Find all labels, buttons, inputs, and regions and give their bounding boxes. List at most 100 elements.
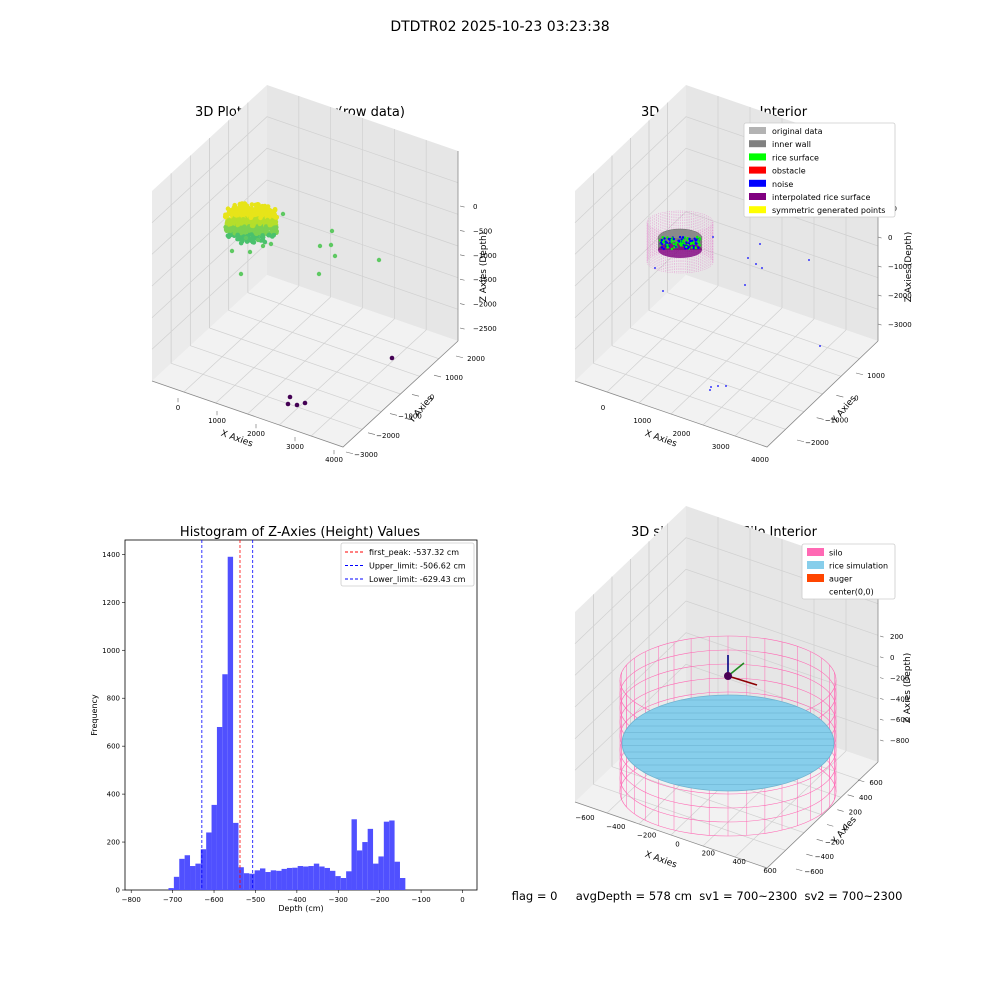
z-tick-labels: 0 −500 −1000 −1500 −2000 −2500 [459, 203, 497, 333]
legend-swatch [807, 574, 824, 582]
tick-label: −3000 [888, 321, 912, 329]
histogram-bar [179, 858, 185, 890]
tick-mark [877, 236, 882, 239]
y-tick-labels: 0 200 400 600 800 1000 1200 1400 [102, 551, 125, 895]
data-point [249, 202, 255, 207]
tick-mark [796, 439, 805, 443]
legend-label: symmetric generated points [772, 206, 885, 215]
data-point [245, 204, 250, 210]
data-point [257, 221, 263, 227]
tick-label: 1200 [102, 599, 120, 607]
tick-label: 1000 [867, 372, 885, 380]
tick-label: 3000 [712, 443, 730, 451]
legend: original data inner wall rice surface obsta… [743, 122, 896, 218]
histogram-bar [394, 861, 400, 890]
histogram-bar [399, 878, 406, 890]
legend-label: Lower_limit: -629.43 cm [369, 575, 466, 584]
histogram-bar [340, 878, 347, 890]
histogram-bar [216, 726, 223, 890]
interpolated-surface-ring [646, 215, 714, 238]
tick-label: 2000 [467, 355, 485, 363]
tick-label: −800 [122, 896, 141, 904]
tick-label: −600 [890, 716, 909, 724]
grid-line [310, 329, 427, 437]
axis-edge [574, 340, 879, 448]
noise-point [819, 345, 821, 347]
tick-label: −400 [815, 853, 834, 861]
tick-label: −1000 [825, 417, 849, 425]
legend-swatch [807, 561, 824, 569]
interpolated-surface-ring [646, 218, 714, 242]
rice-surface-point [690, 246, 694, 249]
data-point [269, 209, 274, 215]
legend-label: center(0,0) [829, 588, 874, 597]
legend-swatch [749, 127, 766, 134]
tick-label: −2000 [473, 301, 497, 309]
legend-label: first_peak: -537.32 cm [369, 548, 459, 557]
data-point [267, 222, 273, 228]
histogram-bar [329, 870, 336, 890]
legend: first_peak: -537.32 cm Upper_limit: -506.… [340, 542, 475, 587]
data-point [235, 206, 241, 211]
x-tick-labels: −800 −700 −600 −500 −400 −300 −200 −100 0 [122, 890, 465, 904]
noise-point [808, 259, 810, 261]
data-point [285, 401, 291, 407]
tick-mark [459, 278, 465, 281]
histogram-bar [260, 868, 266, 890]
legend-frame [743, 122, 896, 218]
data-point [225, 206, 231, 211]
tick-mark [806, 853, 813, 857]
rice-surface-point [662, 247, 665, 251]
data-point [273, 219, 279, 225]
tick-label: −2500 [473, 325, 497, 333]
data-point [230, 218, 235, 224]
tick-label: 200 [890, 633, 903, 641]
tick-label: −2000 [376, 432, 400, 440]
histogram-bar [346, 871, 352, 890]
z-tick-labels: 200 0 −200 −400 −600 −800 [879, 633, 909, 745]
rice-surface-point [678, 242, 682, 245]
data-point [317, 243, 323, 249]
noise-point [717, 385, 719, 387]
tick-mark [879, 635, 884, 638]
tick-label: 1400 [102, 551, 120, 559]
classified-silo-points [646, 210, 714, 274]
data-point [233, 212, 239, 218]
tick-mark [389, 413, 398, 416]
histogram-bar [195, 863, 201, 890]
center-marker [724, 672, 732, 680]
x-tick-labels: 0 1000 2000 3000 4000 [601, 404, 769, 464]
data-point [238, 271, 244, 277]
histogram-bar [308, 866, 314, 890]
rice-surface-point [694, 246, 697, 250]
tick-mark [459, 327, 465, 330]
noise-point [759, 243, 761, 245]
noise-point [747, 257, 749, 259]
tick-mark [879, 698, 884, 700]
data-point [272, 225, 277, 230]
noise-point [744, 284, 746, 286]
data-point [226, 209, 232, 215]
rice-surface-point [691, 239, 694, 242]
data-point [242, 224, 247, 229]
interpolated-surface-ring [646, 214, 714, 237]
data-point [244, 218, 250, 224]
noise-point [710, 386, 712, 388]
tick-label: −200 [890, 675, 909, 683]
tick-mark [879, 656, 884, 659]
rice-surface-point [697, 246, 700, 249]
histogram-bar [351, 819, 357, 890]
data-point [227, 232, 232, 238]
grid-line [734, 329, 847, 437]
tick-mark [367, 432, 376, 435]
data-point [302, 400, 308, 406]
tick-mark [879, 718, 884, 721]
rice-surface-point [660, 246, 664, 249]
legend-swatch [749, 193, 766, 200]
tick-label: 800 [107, 695, 120, 703]
data-point [265, 217, 270, 223]
interpolated-surface-ring [646, 222, 714, 245]
tick-label: −1000 [398, 413, 422, 421]
panel-raw-data: 3D Plot of Silo Interior(row data) X Axi… [151, 85, 497, 464]
